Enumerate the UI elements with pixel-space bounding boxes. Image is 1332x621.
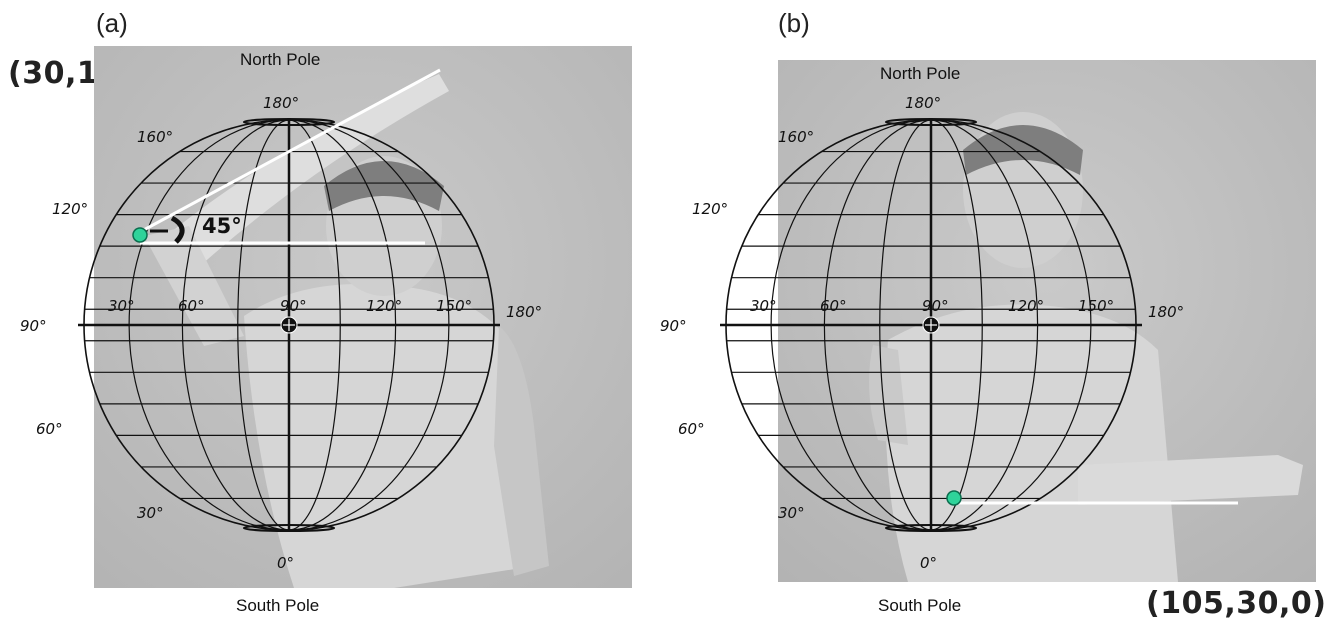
marker-dot	[946, 490, 962, 506]
sphere-grid	[720, 118, 1142, 532]
angle-label: 45°	[202, 214, 242, 238]
arm-direction-line	[139, 68, 441, 234]
arm-lines	[946, 490, 1238, 506]
hair-shape	[324, 161, 444, 211]
side-arm-shape	[869, 345, 908, 445]
photo-figure	[94, 46, 632, 588]
degree-label-h30: 30°	[108, 297, 135, 315]
degree-label-160: 160°	[778, 128, 815, 146]
degree-label-top: 180°	[263, 94, 300, 112]
arm-lines	[132, 68, 441, 245]
degree-label-bottom: 0°	[920, 554, 938, 572]
panel-b: (b) (105,30,0) North Pole South Pole 180…	[660, 0, 1332, 621]
photo-background	[94, 46, 632, 588]
degree-label-h90: 90°	[280, 297, 307, 315]
torso-shape	[885, 304, 1178, 582]
degree-label-h150: 150°	[1078, 297, 1115, 315]
degree-label-h120: 120°	[366, 297, 403, 315]
angle-arc-icon	[170, 215, 185, 244]
panel-label: (b)	[778, 8, 810, 38]
degree-label-30: 30°	[137, 504, 164, 522]
degree-label-30: 30°	[778, 504, 805, 522]
degree-label-h180: 180°	[506, 303, 543, 321]
south-pole-label: South Pole	[236, 596, 320, 615]
panel-a: (a) (30,120,45)	[0, 0, 660, 620]
sphere-grid	[78, 118, 500, 532]
degree-label-120: 120°	[52, 200, 89, 218]
panel-label: (a)	[96, 8, 128, 38]
upper-arm-shape	[144, 226, 244, 346]
marker-dot	[132, 227, 148, 243]
photo-background	[778, 60, 1316, 582]
raised-arm-shape	[154, 74, 449, 276]
degree-label-top: 180°	[905, 94, 942, 112]
degree-label-120: 120°	[692, 200, 729, 218]
degree-label-60: 60°	[36, 420, 63, 438]
north-pole-label: North Pole	[880, 64, 961, 83]
degree-label-h60: 60°	[178, 297, 205, 315]
degree-label-h30: 30°	[750, 297, 777, 315]
hair-shape	[963, 125, 1083, 175]
side-arm-shape	[494, 326, 549, 576]
south-pole-label: South Pole	[878, 596, 962, 615]
extended-arm-shape	[1078, 455, 1303, 505]
degree-label-160: 160°	[137, 128, 174, 146]
degree-label-h90: 90°	[922, 297, 949, 315]
degree-label-bottom: 0°	[277, 554, 295, 572]
photo-figure	[778, 60, 1316, 582]
coordinate-label: (105,30,0)	[1146, 586, 1327, 621]
north-pole-label: North Pole	[240, 50, 321, 69]
degree-label-60: 60°	[678, 420, 705, 438]
degree-label-h120: 120°	[1008, 297, 1045, 315]
degree-label-h180: 180°	[1148, 303, 1185, 321]
degree-label-equator: 90°	[660, 317, 687, 335]
degree-label-equator: 90°	[20, 317, 47, 335]
torso-shape	[244, 284, 534, 588]
degree-label-h60: 60°	[820, 297, 847, 315]
degree-label-h150: 150°	[436, 297, 473, 315]
